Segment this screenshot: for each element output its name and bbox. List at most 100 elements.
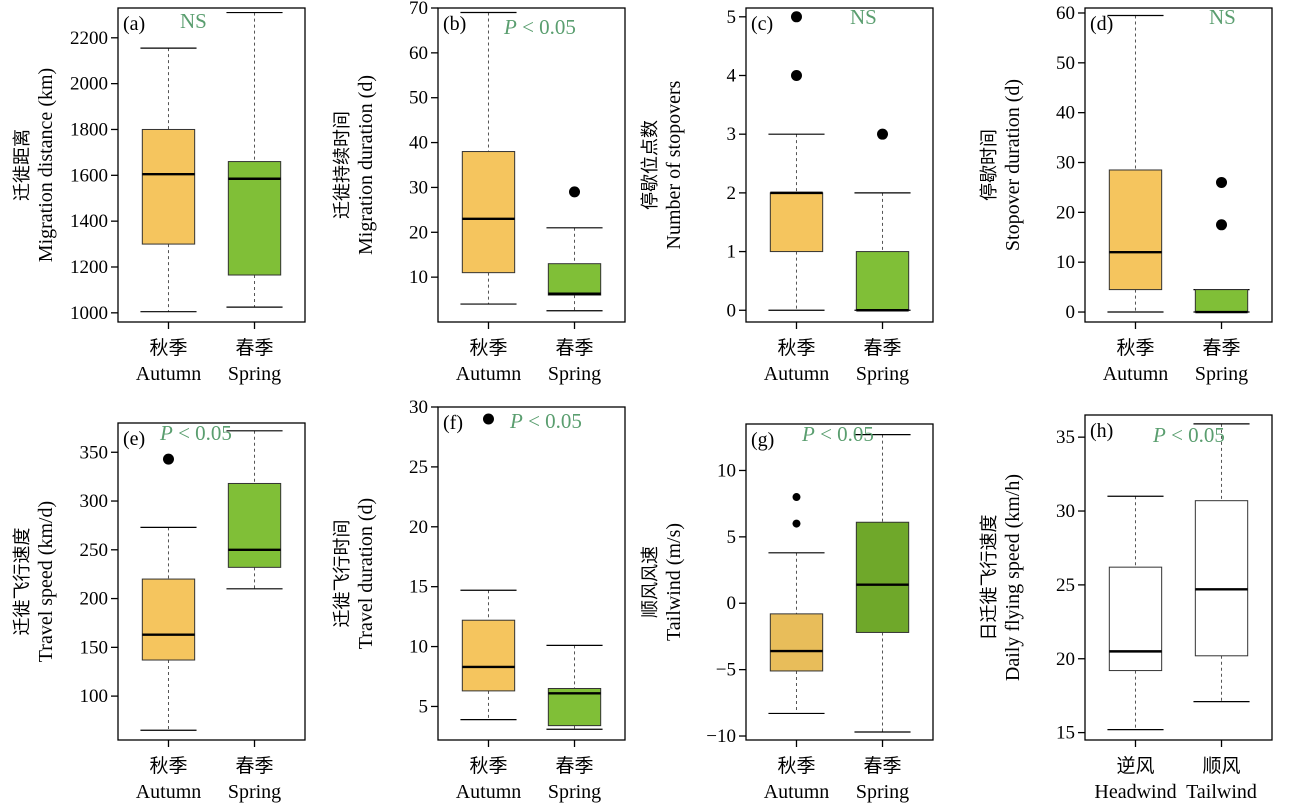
iqr-box [461, 151, 516, 274]
significance-label: P < 0.05 [503, 15, 576, 39]
category-label-en: Spring [1195, 363, 1248, 385]
box-tailwind [1193, 423, 1250, 703]
y-tick-label: 20 [1056, 202, 1075, 223]
y-tick-label: 40 [1056, 103, 1075, 124]
panel-label: (d) [1090, 13, 1113, 35]
outlier-point [1216, 219, 1228, 231]
category-label-cn: 秋季 [469, 755, 507, 777]
y-tick-label: 5 [727, 527, 737, 548]
box-spring [854, 434, 911, 733]
panel-label: (f) [443, 412, 463, 434]
category-label-cn: 春季 [236, 337, 274, 359]
y-axis-title-en: Number of stopovers [663, 80, 685, 249]
plot-frame [117, 7, 306, 323]
panel-f: 5 10 15 20 25 30 秋季 Autumn 春季 Spring (f) P < 0.05 迁徙… [332, 397, 626, 803]
y-tick-label: 25 [409, 457, 428, 478]
y-tick-label: 50 [1056, 53, 1075, 74]
y-tick-label: 5 [727, 7, 737, 28]
significance-label: NS [180, 9, 207, 33]
box-autumn [460, 11, 517, 305]
y-tick-label: 15 [409, 577, 428, 598]
y-tick-label: 60 [409, 43, 428, 64]
y-axis-title-cn: 迁徙飞行速度 [12, 528, 33, 636]
iqr-box [227, 482, 282, 568]
y-tick-label: 20 [1056, 649, 1075, 670]
panel-label: (a) [123, 13, 145, 35]
y-tick-label: 4 [727, 65, 737, 86]
iqr-box [547, 263, 602, 296]
y-tick-label: 10 [1056, 252, 1075, 273]
y-tick-label: 1800 [70, 119, 108, 140]
iqr-box [461, 619, 516, 692]
category-label-en: Spring [228, 363, 281, 385]
y-axis-title-cn: 日迁徙飞行速度 [979, 515, 1000, 641]
category-label-en: Autumn [136, 363, 202, 385]
y-tick-label: 200 [80, 589, 109, 610]
outlier-point [482, 413, 494, 425]
y-axis-title-cn: 迁徙持续时间 [332, 111, 353, 219]
iqr-box [1108, 566, 1163, 672]
y-tick-label: 20 [409, 517, 428, 538]
box-autumn [140, 453, 197, 731]
category-label-en: Autumn [764, 363, 830, 385]
significance-label: P < 0.05 [509, 409, 582, 433]
y-tick-label: 30 [409, 397, 428, 418]
box-autumn [460, 413, 517, 721]
y-tick-label: 5 [419, 696, 429, 717]
category-label-en: Spring [856, 781, 909, 803]
panel-label: (b) [443, 13, 466, 35]
category-label-cn: 秋季 [1116, 337, 1154, 359]
panel-g: −10 −5 0 5 10 秋季 Autumn 春季 Spring (g) P < 0.05 顺风风速… [640, 422, 934, 803]
y-tick-label: 2200 [70, 28, 108, 49]
y-axis-title-cn: 停歇位点数 [640, 120, 661, 210]
panel-c: 0 1 2 3 4 5 秋季 Autumn 春季 Spring (c) NS 停歇位点数 Number o… [640, 5, 934, 385]
outlier-point [1216, 176, 1228, 188]
panel-label: (c) [751, 13, 773, 35]
y-axis-title-cn: 顺风风速 [640, 546, 661, 618]
y-tick-label: 300 [80, 491, 109, 512]
y-axis-title-cn: 迁徙飞行时间 [332, 520, 353, 628]
category-label-en: Headwind [1094, 781, 1176, 803]
y-tick-label: 1000 [70, 303, 108, 324]
outlier-point [790, 11, 802, 23]
y-axis-title-en: Tailwind (m/s) [663, 523, 685, 641]
significance-label: P < 0.05 [801, 422, 874, 446]
plot-frame [1084, 414, 1273, 741]
box-headwind [1107, 495, 1164, 731]
y-tick-label: 10 [717, 460, 736, 481]
y-axis-title-en: Travel speed (km/d) [35, 501, 57, 662]
box-autumn [768, 11, 825, 311]
box-autumn [140, 47, 197, 313]
iqr-box [1108, 169, 1163, 291]
category-label-en: Autumn [456, 363, 522, 385]
plot-frame [437, 406, 626, 741]
y-tick-label: 20 [409, 222, 428, 243]
outlier-point [877, 128, 889, 140]
y-tick-label: 3 [727, 124, 737, 145]
iqr-box [141, 578, 196, 661]
category-label-en: Spring [856, 363, 909, 385]
outlier-point [792, 493, 801, 502]
category-label-cn: 春季 [556, 755, 594, 777]
significance-label: NS [850, 5, 877, 29]
y-tick-label: 50 [409, 88, 428, 109]
category-label-en: Spring [548, 781, 601, 803]
category-label-cn: 秋季 [469, 337, 507, 359]
category-label-en: Spring [548, 363, 601, 385]
y-tick-label: 100 [80, 686, 109, 707]
y-tick-label: 30 [409, 177, 428, 198]
y-tick-label: 1200 [70, 257, 108, 278]
panel-b: 10 20 30 40 50 60 70 秋季 Autumn 春季 Spring (b) P < 0.0… [332, 0, 626, 385]
category-label-en: Autumn [764, 781, 830, 803]
y-tick-label: 350 [80, 442, 109, 463]
outlier-point [569, 186, 581, 198]
y-tick-label: 2000 [70, 74, 108, 95]
plot-frame [745, 7, 934, 323]
outlier-point [790, 69, 802, 81]
box-autumn [768, 493, 825, 715]
y-tick-label: 1400 [70, 211, 108, 232]
category-label-cn: 春季 [1203, 337, 1241, 359]
category-label-en: Autumn [136, 781, 202, 803]
category-label-cn: 春季 [556, 337, 594, 359]
category-label-cn: 秋季 [777, 337, 815, 359]
